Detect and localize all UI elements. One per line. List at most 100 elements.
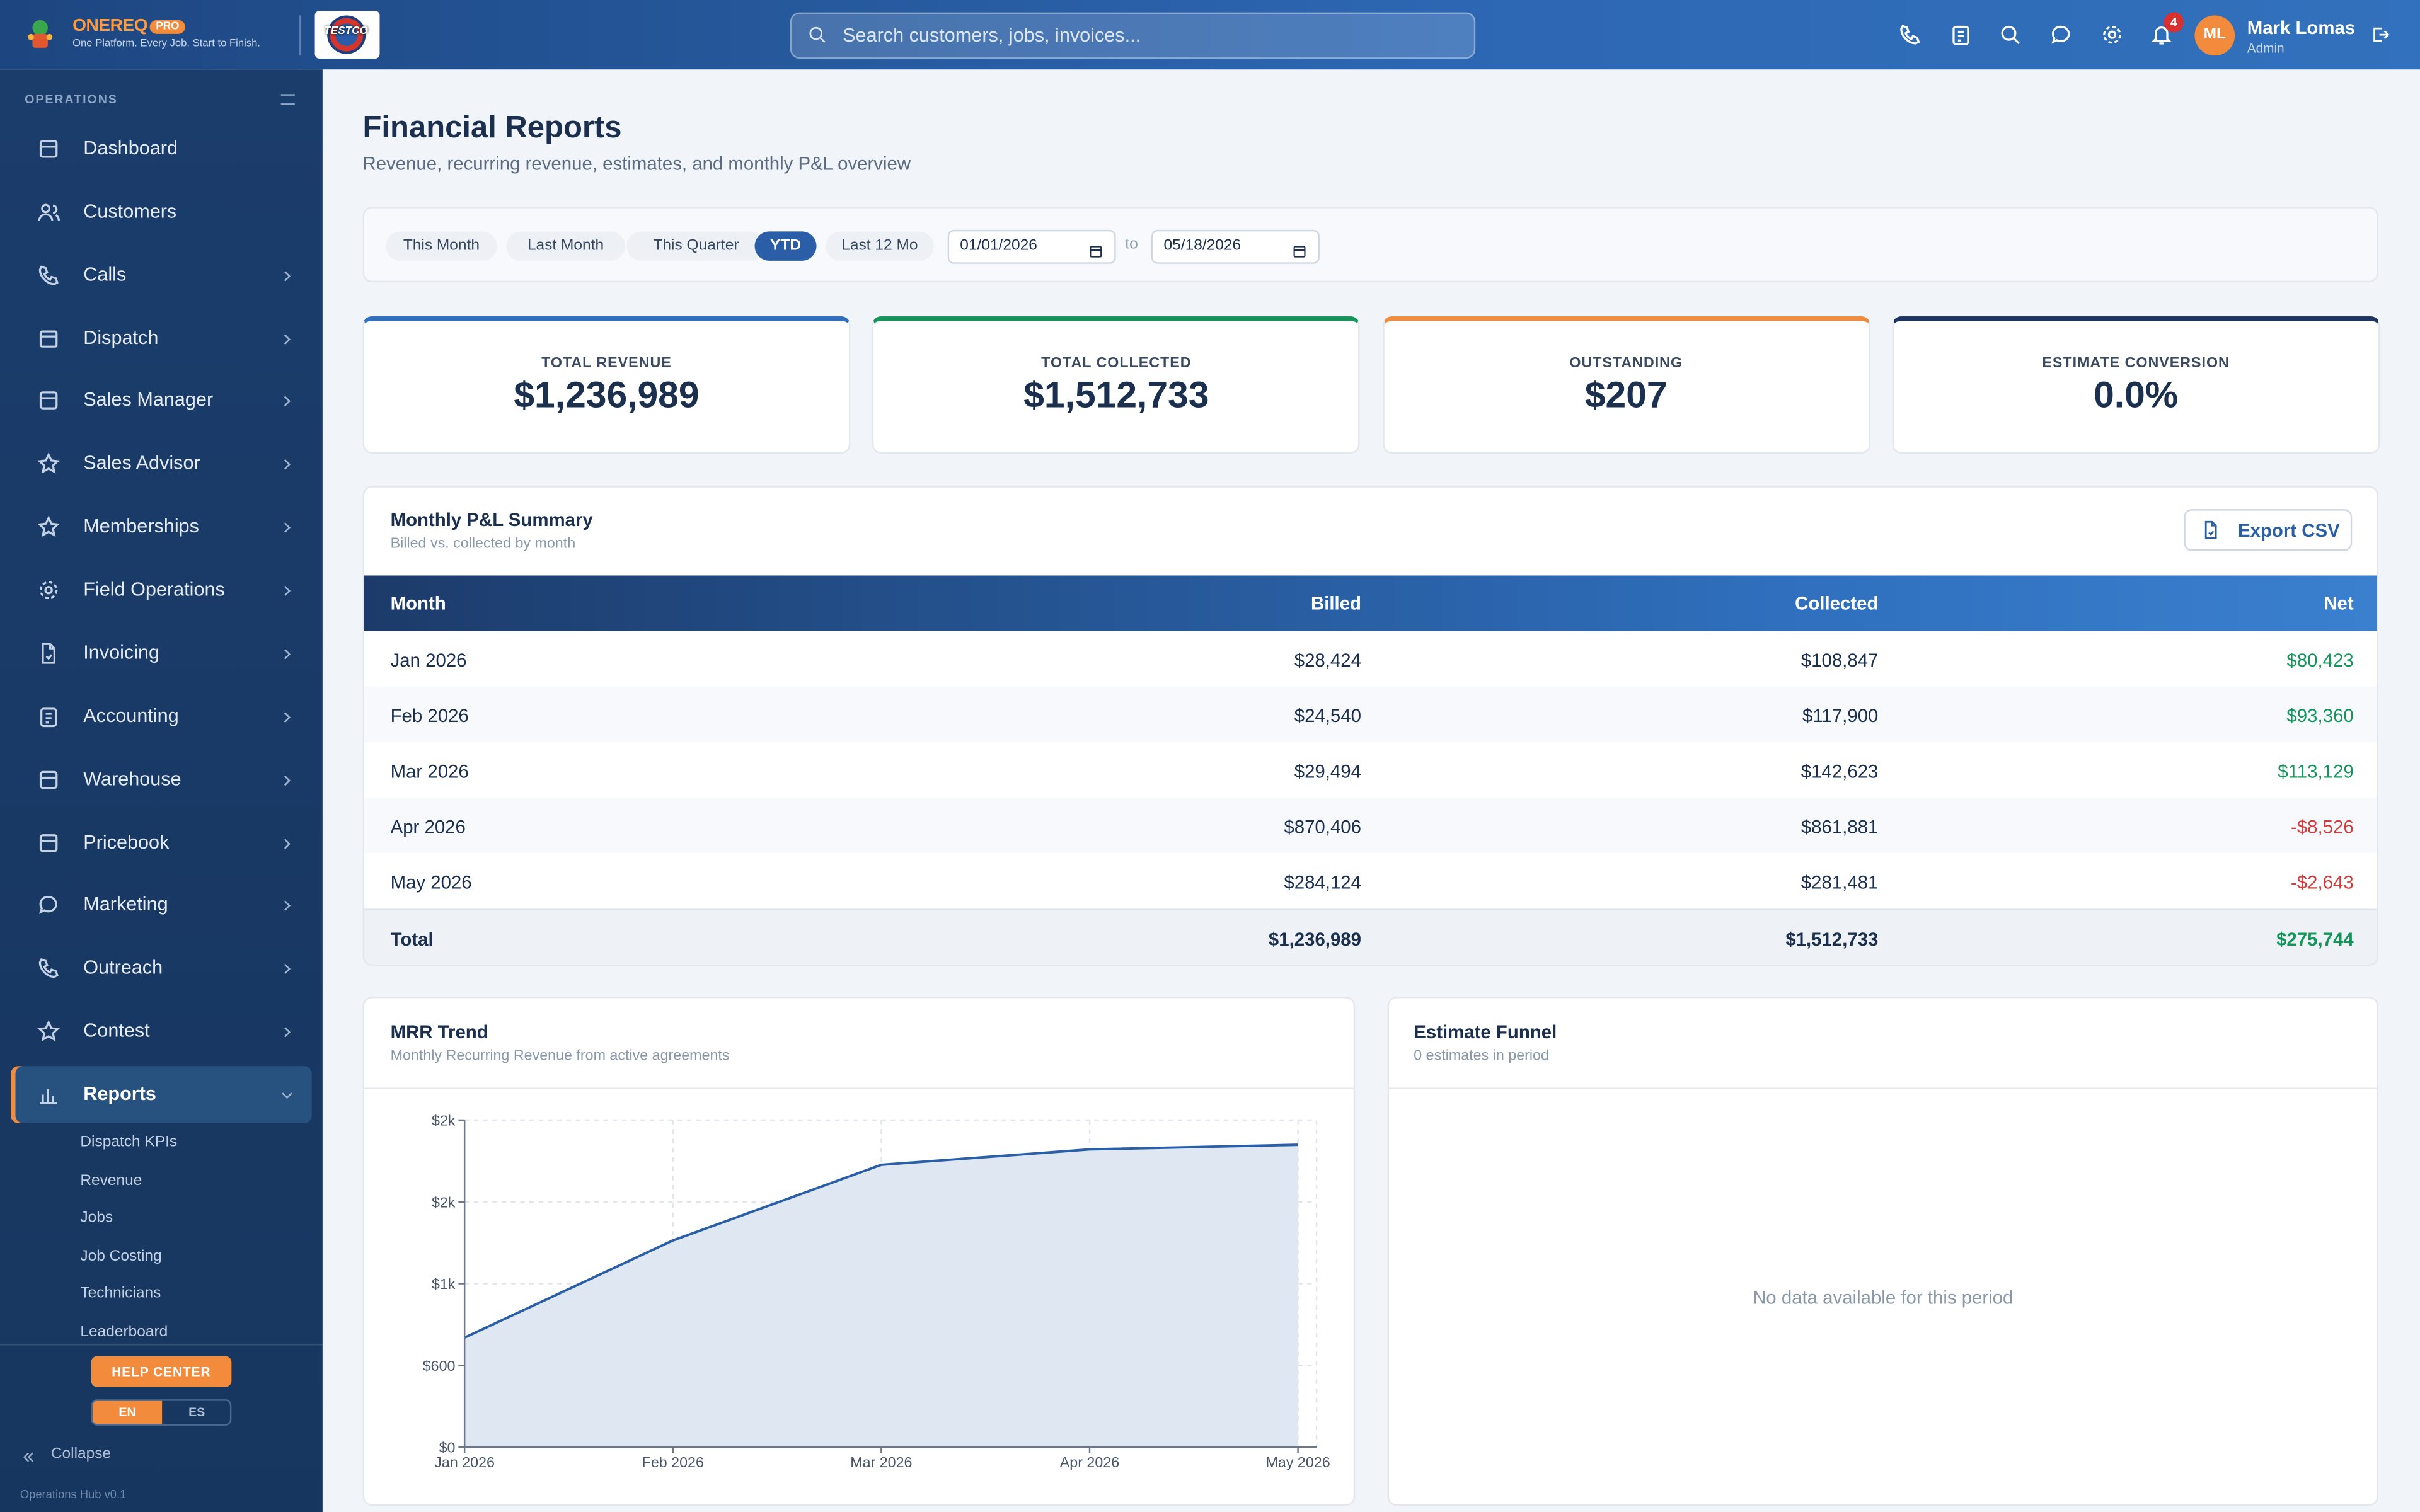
nav-chevron[interactable] — [278, 895, 296, 914]
nav-item[interactable]: Warehouse — [11, 751, 312, 808]
nav-label: Sales Advisor — [83, 452, 200, 474]
nav-item[interactable]: Contest — [11, 1003, 312, 1060]
nav-item[interactable]: Outreach — [11, 940, 312, 997]
nav-icon[interactable] — [37, 326, 60, 350]
nav-item[interactable]: Accounting — [11, 688, 312, 745]
company-logo[interactable]: TESTCO — [314, 11, 380, 59]
icon-glyph — [39, 770, 58, 789]
nav-chevron[interactable] — [278, 706, 296, 724]
nav-item[interactable]: Sales Advisor — [11, 435, 312, 493]
period-filter[interactable]: This Quarter — [626, 231, 766, 261]
nav-subitem[interactable]: Job Costing — [80, 1247, 162, 1264]
nav-chevron[interactable] — [278, 769, 296, 788]
chat-button[interactable] — [2049, 23, 2073, 47]
nav-chevron[interactable] — [278, 328, 296, 346]
logout-button[interactable] — [2371, 25, 2391, 45]
gear-button[interactable] — [2100, 23, 2124, 47]
nav-item[interactable]: Invoicing — [11, 625, 312, 682]
period-filter[interactable]: Last Month — [506, 231, 625, 261]
search-icon[interactable] — [807, 25, 827, 45]
sidebar-toggle[interactable] — [280, 94, 295, 105]
nav-icon[interactable] — [37, 389, 60, 413]
period-filter[interactable]: YTD — [754, 231, 817, 261]
nav-subitem[interactable]: Technicians — [80, 1285, 161, 1302]
date-input[interactable]: 01/01/2026 — [947, 229, 1116, 264]
nav-item[interactable]: Dashboard — [11, 120, 312, 178]
help-center-button[interactable]: HELP CENTER — [91, 1356, 232, 1387]
table-cell: $29,494 — [1294, 760, 1362, 782]
icon-glyph — [284, 459, 291, 471]
nav-icon[interactable] — [37, 957, 60, 980]
nav-icon[interactable] — [37, 768, 60, 791]
nav-item[interactable]: Pricebook — [11, 814, 312, 871]
clip-button[interactable] — [1949, 23, 1973, 47]
kpi-label: OUTSTANDING — [1569, 355, 1683, 372]
nav-subitem[interactable]: Leaderboard — [80, 1323, 168, 1340]
card-title: MRR Trend — [390, 1021, 488, 1043]
nav-chevron[interactable] — [278, 1022, 296, 1040]
nav-chevron[interactable] — [278, 832, 296, 850]
nav-icon[interactable] — [37, 831, 60, 854]
export-label: Export CSV — [2238, 520, 2340, 542]
nav-icon[interactable] — [37, 642, 60, 665]
calendar-icon[interactable] — [1088, 239, 1103, 258]
nav-icon[interactable] — [37, 452, 60, 476]
bell-button[interactable] — [2150, 23, 2173, 47]
nav-item[interactable]: Calls — [11, 246, 312, 304]
table-cell: $870,406 — [1284, 816, 1362, 838]
calendar-icon[interactable] — [1292, 239, 1307, 258]
nav-chevron[interactable] — [278, 580, 296, 598]
export-csv-button[interactable]: Export CSV — [2184, 509, 2353, 551]
period-filter[interactable]: Last 12 Mo — [826, 231, 934, 261]
nav-chevron[interactable] — [278, 265, 296, 284]
x-tick-label: Mar 2026 — [850, 1454, 912, 1470]
phone-button[interactable] — [1898, 23, 1922, 47]
nav-subitem[interactable]: Dispatch KPIs — [80, 1134, 178, 1151]
nav-item[interactable]: Memberships — [11, 499, 312, 556]
sidebar-divider — [0, 1344, 323, 1346]
nav-icon[interactable] — [37, 579, 60, 602]
nav-chevron[interactable] — [278, 1085, 296, 1103]
nav-icon[interactable] — [37, 200, 60, 224]
nav-item[interactable]: Customers — [11, 183, 312, 241]
nav-icon[interactable] — [37, 515, 60, 539]
icon-glyph — [284, 270, 291, 281]
nav-icon[interactable] — [37, 137, 60, 161]
nav-icon[interactable] — [37, 894, 60, 917]
nav-item[interactable]: Sales Manager — [11, 372, 312, 430]
nav-item[interactable]: Marketing — [11, 877, 312, 934]
search-button[interactable] — [1998, 23, 2022, 47]
nav-chevron[interactable] — [278, 517, 296, 536]
nav-icon[interactable] — [37, 705, 60, 728]
language-option[interactable]: ES — [188, 1406, 205, 1420]
icon-glyph — [39, 833, 58, 852]
nav-icon[interactable] — [37, 263, 60, 287]
nav-item[interactable]: Dispatch — [11, 309, 312, 367]
language-option[interactable]: EN — [92, 1400, 163, 1424]
nav-item[interactable]: Field Operations — [11, 562, 312, 619]
icon-glyph — [2151, 26, 2172, 45]
collapse-icon[interactable] — [20, 1446, 37, 1463]
date-input[interactable]: 05/18/2026 — [1151, 229, 1320, 264]
nav-chevron[interactable] — [278, 959, 296, 977]
collapse-button[interactable]: Collapse — [50, 1445, 112, 1463]
search-box[interactable]: Search customers, jobs, invoices... — [790, 12, 1476, 59]
nav-chevron[interactable] — [278, 454, 296, 472]
nav-icon[interactable] — [37, 1020, 60, 1043]
nav-icon[interactable] — [37, 1083, 60, 1106]
date-separator: to — [1125, 236, 1138, 253]
nav-subitem[interactable]: Revenue — [80, 1172, 142, 1189]
nav-subitem[interactable]: Jobs — [80, 1210, 113, 1227]
export-icon[interactable] — [2201, 520, 2221, 540]
divider — [299, 15, 301, 56]
period-filter[interactable]: This Month — [386, 231, 497, 261]
nav-chevron[interactable] — [278, 391, 296, 410]
card-subtitle: Monthly Recurring Revenue from active ag… — [390, 1047, 730, 1065]
y-tick-label: $0 — [439, 1440, 456, 1456]
nav-chevron[interactable] — [278, 643, 296, 662]
table-row: May 2026 $284,124 $281,481 -$2,643 — [364, 853, 2377, 909]
user-avatar[interactable]: ML — [2194, 15, 2235, 56]
table-cell: $28,424 — [1294, 650, 1362, 672]
nav-item[interactable]: Reports — [11, 1066, 312, 1123]
table-cell: $284,124 — [1284, 871, 1362, 893]
